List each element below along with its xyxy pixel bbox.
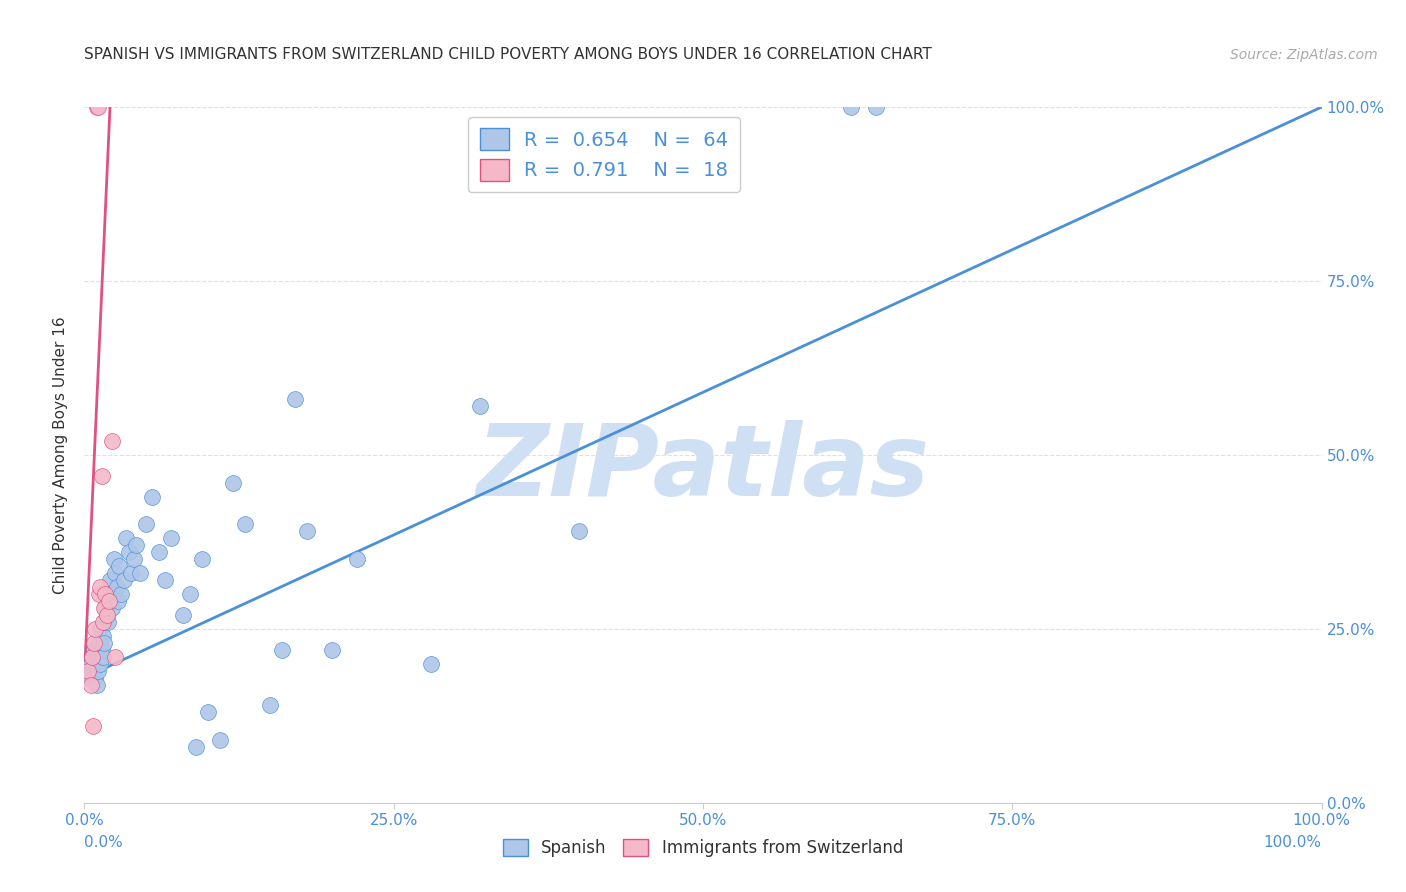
Point [79,657,101,671]
Point [103,552,125,566]
Point [112,573,135,587]
Text: 0.0%: 0.0% [84,836,124,850]
Text: Source: ZipAtlas.com: Source: ZipAtlas.com [1230,48,1378,62]
Point [346,552,368,566]
Point [93,601,115,615]
Legend: Spanish, Immigrants from Switzerland: Spanish, Immigrants from Switzerland [496,832,910,864]
Point [107,594,129,608]
Point [470,399,492,413]
Point [77,671,100,685]
Point [184,740,207,755]
Point [90,642,112,657]
Point [104,566,127,581]
Point [89,622,111,636]
Point [222,475,245,490]
Point [191,552,214,566]
Point [233,517,256,532]
Point [87,100,110,114]
Point [259,698,281,713]
Text: 100.0%: 100.0% [1264,836,1322,850]
Point [94,587,117,601]
Point [89,580,111,594]
Point [160,532,183,546]
Text: SPANISH VS IMMIGRANTS FROM SWITZERLAND CHILD POVERTY AMONG BOYS UNDER 16 CORRELA: SPANISH VS IMMIGRANTS FROM SWITZERLAND C… [84,47,932,62]
Point [568,524,591,539]
Y-axis label: Child Poverty Among Boys Under 16: Child Poverty Among Boys Under 16 [53,316,69,594]
Point [93,615,115,629]
Point [97,615,120,629]
Point [86,677,108,691]
Point [120,566,142,581]
Point [108,559,131,574]
Point [86,642,108,657]
Point [197,706,219,720]
Point [271,642,294,657]
Point [98,594,121,608]
Point [104,649,127,664]
Point [80,664,103,678]
Point [82,719,104,733]
Point [89,657,111,671]
Point [84,622,107,636]
Point [98,594,121,608]
Point [86,100,108,114]
Point [94,601,117,615]
Point [89,649,111,664]
Point [100,434,122,448]
Point [209,733,232,747]
Point [87,664,110,678]
Point [115,532,138,546]
Point [129,566,152,581]
Point [84,657,107,671]
Point [153,573,176,587]
Point [135,517,157,532]
Point [118,545,141,559]
Point [77,664,100,678]
Point [125,538,148,552]
Point [91,615,114,629]
Point [841,100,863,114]
Point [419,657,441,671]
Point [100,601,122,615]
Point [172,607,194,622]
Point [148,545,170,559]
Point [91,629,114,643]
Point [98,573,121,587]
Point [110,587,132,601]
Point [79,677,101,691]
Point [101,587,124,601]
Point [96,607,118,622]
Point [90,468,112,483]
Point [141,490,163,504]
Point [93,636,115,650]
Point [80,649,103,664]
Point [321,642,343,657]
Point [865,100,887,114]
Point [284,392,307,407]
Point [105,580,128,594]
Point [122,552,145,566]
Point [179,587,201,601]
Point [96,587,118,601]
Point [84,671,107,685]
Point [89,636,111,650]
Point [89,587,111,601]
Point [96,607,118,622]
Point [91,649,114,664]
Point [83,636,105,650]
Point [82,649,104,664]
Point [295,524,318,539]
Point [83,642,105,657]
Text: ZIPatlas: ZIPatlas [477,420,929,517]
